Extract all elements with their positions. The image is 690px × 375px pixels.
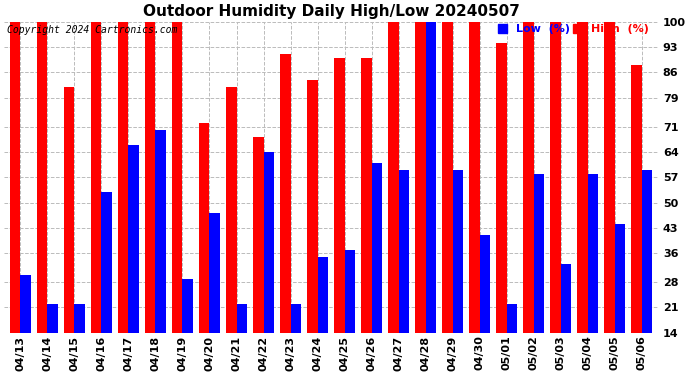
- Bar: [506, 304, 517, 333]
- Bar: [307, 80, 317, 333]
- Bar: [21, 275, 30, 333]
- Bar: [362, 58, 372, 333]
- Bar: [469, 22, 480, 333]
- Bar: [631, 65, 642, 333]
- Bar: [399, 170, 409, 333]
- Bar: [561, 264, 571, 333]
- Bar: [182, 279, 193, 333]
- Bar: [578, 22, 588, 333]
- Bar: [253, 138, 264, 333]
- Bar: [280, 54, 290, 333]
- Bar: [615, 224, 625, 333]
- Bar: [290, 304, 301, 333]
- Bar: [172, 22, 182, 333]
- Bar: [101, 192, 112, 333]
- Bar: [128, 145, 139, 333]
- Bar: [642, 170, 652, 333]
- Bar: [145, 22, 155, 333]
- Bar: [588, 174, 598, 333]
- Bar: [237, 304, 247, 333]
- Bar: [388, 22, 399, 333]
- Bar: [496, 44, 506, 333]
- Bar: [264, 152, 274, 333]
- Title: Outdoor Humidity Daily High/Low 20240507: Outdoor Humidity Daily High/Low 20240507: [143, 4, 520, 19]
- Bar: [426, 22, 436, 333]
- Bar: [533, 174, 544, 333]
- Bar: [155, 130, 166, 333]
- Bar: [524, 22, 533, 333]
- Bar: [317, 257, 328, 333]
- Legend: Low  (%), High  (%): Low (%), High (%): [498, 24, 649, 34]
- Bar: [118, 22, 128, 333]
- Bar: [199, 123, 210, 333]
- Bar: [91, 22, 101, 333]
- Bar: [442, 22, 453, 333]
- Bar: [10, 22, 21, 333]
- Bar: [64, 87, 75, 333]
- Bar: [372, 163, 382, 333]
- Bar: [226, 87, 237, 333]
- Bar: [551, 22, 561, 333]
- Bar: [48, 304, 58, 333]
- Bar: [480, 235, 490, 333]
- Bar: [453, 170, 463, 333]
- Bar: [37, 22, 48, 333]
- Bar: [344, 250, 355, 333]
- Text: Copyright 2024 Cartronics.com: Copyright 2024 Cartronics.com: [8, 25, 178, 35]
- Bar: [75, 304, 85, 333]
- Bar: [210, 213, 219, 333]
- Bar: [604, 22, 615, 333]
- Bar: [415, 22, 426, 333]
- Bar: [335, 58, 344, 333]
